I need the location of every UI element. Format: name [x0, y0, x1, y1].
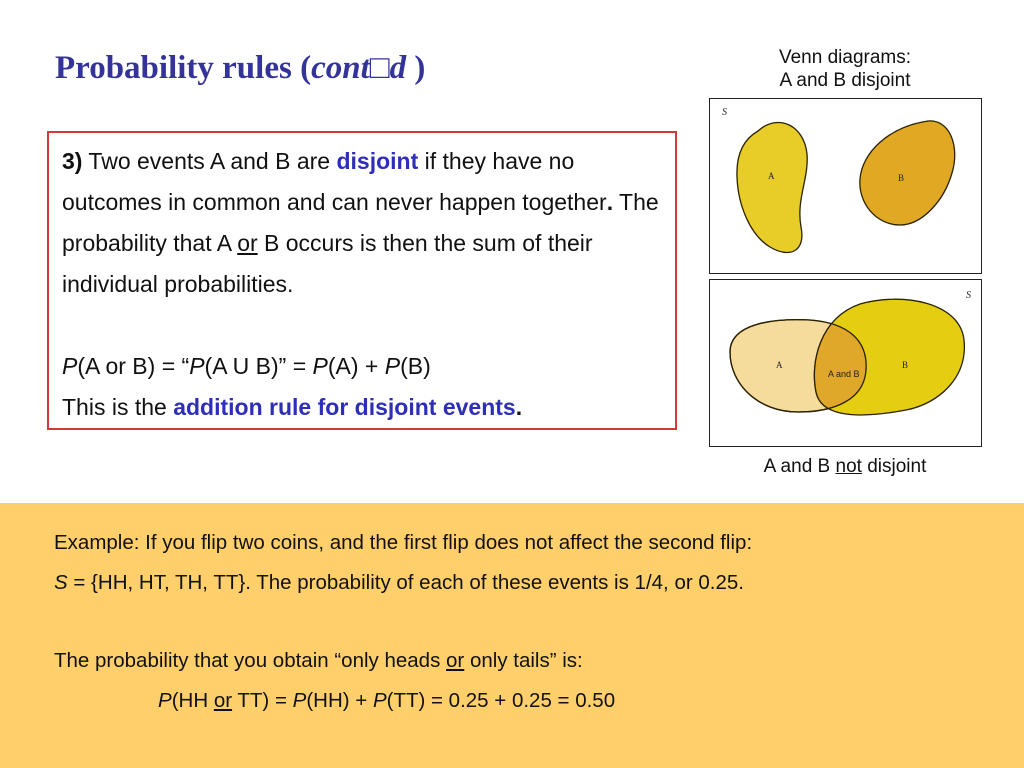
formula-p1: P [62, 353, 78, 379]
line4-t2: TT) = [232, 689, 293, 712]
overlap-b-label: B [902, 360, 908, 370]
addition-rule-line: This is the addition rule for disjoint e… [62, 387, 674, 428]
line4-t1: (HH [171, 689, 214, 712]
venn-diagram-overlap: S A B A and B [709, 279, 982, 447]
bottom-caption-pre: A and B [763, 456, 836, 477]
rule-bold-period: . [606, 189, 614, 215]
example-line3: The probability that you obtain “only he… [54, 641, 1004, 681]
overlap-a-label: A [776, 360, 783, 370]
venn-bottom-caption: A and B not disjoint [740, 456, 950, 478]
line4-p3: P [372, 689, 387, 712]
example-line3-post: only tails” is: [464, 649, 583, 672]
overlap-intersection-label: A and B [828, 369, 860, 379]
title-close: ) [406, 50, 426, 86]
rule-text: 3) Two events A and B are disjoint if th… [62, 141, 674, 428]
overlap-set-a-outline [729, 319, 867, 413]
disjoint-a-label: A [768, 171, 775, 181]
venn-caption: Venn diagrams: A and B disjoint [740, 46, 950, 92]
rule-text4: B occurs is then the sum of their indivi… [62, 230, 593, 297]
disjoint-set-b [859, 120, 956, 226]
line4-or: or [213, 689, 233, 712]
venn-diagram-disjoint: S A B [709, 98, 982, 274]
bottom-caption-not: not [835, 456, 862, 477]
rule-blank-line [62, 305, 674, 346]
disjoint-sample-label: S [722, 107, 727, 118]
formula-p2: P [189, 353, 205, 379]
example-line2: S = {HH, HT, TH, TT}. The probability of… [54, 563, 1004, 603]
line4-p1: P [158, 689, 172, 712]
rule-keyword: disjoint [336, 148, 419, 174]
disjoint-b-label: B [898, 173, 904, 183]
title-italic: cont□d [311, 50, 407, 86]
line4-t4: (TT) = 0.25 + 0.25 = 0.50 [386, 689, 616, 712]
example-line2-rest: = {HH, HT, TH, TT}. The probability of e… [67, 571, 744, 594]
line4-t3: (HH) + [306, 689, 373, 712]
formula-p4: P [384, 353, 401, 379]
example-line4: P(HH or TT) = P(HH) + P(TT) = 0.25 + 0.2… [54, 681, 1004, 721]
sample-space-symbol: S [54, 571, 68, 594]
example-line1: Example: If you flip two coins, and the … [54, 531, 753, 554]
disjoint-rule-box: 3) Two events A and B are disjoint if th… [47, 131, 677, 430]
title-main: Probability rules ( [55, 50, 312, 86]
example-line3-pre: The probability that you obtain “only he… [54, 649, 447, 672]
addition-post: . [515, 394, 523, 420]
rule-formula: P(A or B) = “P(A U B)” = P(A) + P(B) [62, 346, 674, 387]
venn-caption-line2: A and B disjoint [779, 70, 911, 91]
formula-t3: (A) + [327, 353, 385, 379]
slide-title: Probability rules (cont□d ) [55, 50, 425, 87]
rule-text3: The probability that A [62, 189, 659, 256]
venn-caption-line1: Venn diagrams: [778, 47, 912, 68]
venn-overlap-svg: S A B A and B [729, 290, 971, 416]
addition-rule-name: addition rule for disjoint events [173, 394, 516, 420]
rule-text2: if they have no outcomes in common and c… [62, 148, 607, 215]
example-spacer [54, 603, 1004, 641]
line4-p2: P [292, 689, 307, 712]
formula-t2: (A U B)” = [204, 353, 313, 379]
rule-number: 3) [62, 148, 83, 174]
example-line3-or: or [446, 649, 465, 672]
example-panel: Example: If you flip two coins, and the … [0, 503, 1024, 768]
rule-definition: 3) Two events A and B are disjoint if th… [62, 141, 674, 305]
venn-disjoint-svg: S A B [722, 107, 956, 254]
bottom-caption-post: disjoint [861, 456, 927, 477]
rule-text1: Two events A and B are [82, 148, 337, 174]
example-text: Example: If you flip two coins, and the … [54, 523, 1004, 721]
formula-t1: (A or B) = “ [77, 353, 190, 379]
rule-or: or [237, 230, 258, 256]
formula-t4: (B) [400, 353, 431, 379]
disjoint-set-a [736, 121, 808, 254]
overlap-sample-label: S [966, 290, 971, 301]
formula-p3: P [312, 353, 328, 379]
addition-pre: This is the [62, 394, 174, 420]
